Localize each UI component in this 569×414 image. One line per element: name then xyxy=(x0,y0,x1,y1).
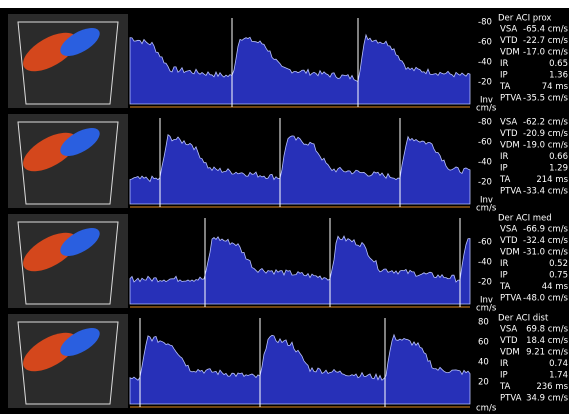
scale-label: -60 xyxy=(478,138,492,148)
measure-label: TA xyxy=(499,282,511,292)
measure-label: TA xyxy=(499,82,511,92)
measure-value: -66.9 cm/s xyxy=(523,225,569,235)
measure-value: -17.0 cm/s xyxy=(523,48,569,58)
scale-unit: cm/s xyxy=(476,104,497,114)
measure-label: VDM xyxy=(500,141,520,151)
measure-label: TA xyxy=(499,175,511,185)
measure-value: 69.8 cm/s xyxy=(526,325,568,335)
scale-label: 40 xyxy=(478,358,489,368)
measure-value: -32.4 cm/s xyxy=(523,236,569,246)
scale-label: -80 xyxy=(478,118,492,128)
scale-unit: cm/s xyxy=(476,404,497,414)
measure-value: 18.4 cm/s xyxy=(526,336,568,346)
scale-label: -20 xyxy=(478,178,492,188)
measure-label: IR xyxy=(500,59,509,69)
measure-label: VSA xyxy=(500,325,517,335)
measure-value: -22.7 cm/s xyxy=(523,36,569,46)
measure-value: -20.9 cm/s xyxy=(523,129,569,139)
panel-title: Der ACI med xyxy=(498,214,552,224)
scale-label: 20 xyxy=(478,378,489,388)
measure-label: VTD xyxy=(500,236,518,246)
measure-label: IP xyxy=(500,71,508,81)
scale-label: -20 xyxy=(478,78,492,88)
measure-value: -33.4 cm/s xyxy=(523,187,569,197)
measure-label: IR xyxy=(500,259,509,269)
measure-value: -65.4 cm/s xyxy=(523,25,569,35)
scale-label: -40 xyxy=(478,58,492,68)
measure-label: PTVA xyxy=(500,294,522,304)
measure-label: VSA xyxy=(500,25,517,35)
measure-label: IP xyxy=(500,271,508,281)
measure-value: 9.21 cm/s xyxy=(526,348,568,358)
scale-label: -40 xyxy=(478,158,492,168)
measure-label: PTVA xyxy=(500,94,522,104)
scale-label: 60 xyxy=(478,338,489,348)
measure-label: VDM xyxy=(500,248,520,258)
measure-value: 0.75 xyxy=(549,271,568,281)
panel-title: Der ACI dist xyxy=(498,314,549,324)
measure-value: 1.36 xyxy=(549,71,568,81)
measure-value: 0.65 xyxy=(549,59,568,69)
measure-value: 0.74 xyxy=(549,359,568,369)
measure-value: -19.0 cm/s xyxy=(523,141,569,151)
measure-value: 236 ms xyxy=(536,382,568,392)
scale-label: -20 xyxy=(478,278,492,288)
measure-value: 34.9 cm/s xyxy=(526,394,568,404)
measure-label: VSA xyxy=(500,118,517,128)
measure-label: VTD xyxy=(500,336,518,346)
scale-unit: cm/s xyxy=(476,304,497,314)
measure-value: -35.5 cm/s xyxy=(523,94,569,104)
measure-label: TA xyxy=(499,382,511,392)
measure-label: VTD xyxy=(500,129,518,139)
panel-title: Der ACI prox xyxy=(498,14,551,24)
measure-value: 0.66 xyxy=(549,152,568,162)
scale-label: -60 xyxy=(478,238,492,248)
measure-value: 1.29 xyxy=(549,164,568,174)
doppler-waveform xyxy=(130,135,470,204)
scale-label: 80 xyxy=(478,318,489,328)
measure-label: VDM xyxy=(500,348,520,358)
scale-label: -80 xyxy=(478,18,492,28)
measure-label: IP xyxy=(500,164,508,174)
measure-value: 1.74 xyxy=(549,371,568,381)
measure-value: 74 ms xyxy=(542,82,569,92)
ultrasound-screenshot: -80-60-40-20Invcm/sDer ACI proxVSA-65.4 … xyxy=(0,0,569,414)
measure-label: VSA xyxy=(500,225,517,235)
measure-value: 214 ms xyxy=(536,175,568,185)
scale-label: -60 xyxy=(478,38,492,48)
measure-label: PTVA xyxy=(500,394,522,404)
measure-label: VTD xyxy=(500,36,518,46)
measure-value: 0.52 xyxy=(549,259,568,269)
measure-label: IR xyxy=(500,359,509,369)
measure-label: PTVA xyxy=(500,187,522,197)
measure-value: -62.2 cm/s xyxy=(523,118,569,128)
measure-value: -48.0 cm/s xyxy=(523,294,569,304)
measure-label: IP xyxy=(500,371,508,381)
scale-label: -40 xyxy=(478,258,492,268)
measure-label: VDM xyxy=(500,48,520,58)
measure-value: 44 ms xyxy=(542,282,569,292)
scale-unit: cm/s xyxy=(476,204,497,214)
measure-value: -31.0 cm/s xyxy=(523,248,569,258)
measure-label: IR xyxy=(500,152,509,162)
